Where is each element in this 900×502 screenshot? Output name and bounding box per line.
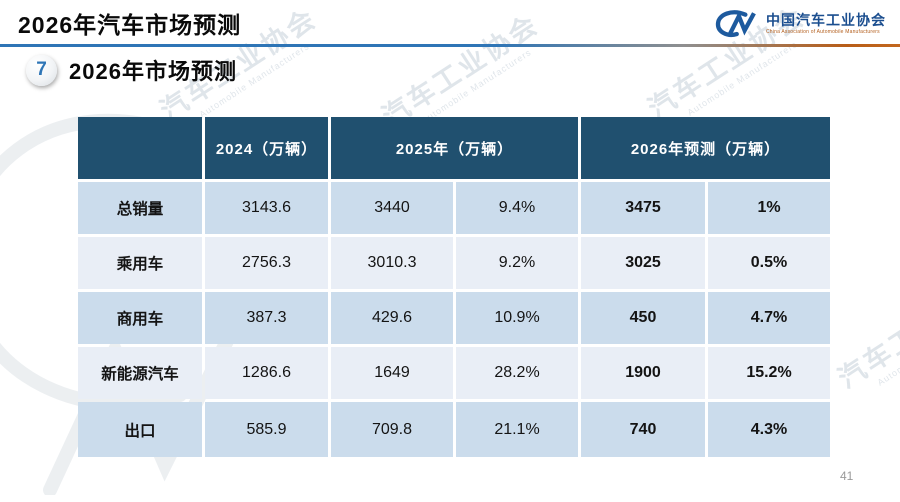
- header-corner-cell: [78, 117, 202, 179]
- growth-2025: 9.4%: [456, 182, 578, 234]
- value-2025: 709.8: [331, 402, 453, 457]
- header-2026: 2026年预测（万辆）: [581, 117, 830, 179]
- value-2026: 3475: [581, 182, 705, 234]
- value-2024: 585.9: [205, 402, 328, 457]
- section-number-badge: 7: [26, 54, 57, 86]
- row-label: 新能源汽车: [78, 347, 202, 399]
- cm-logo-icon: [715, 10, 756, 37]
- value-2025: 3010.3: [331, 237, 453, 289]
- row-label: 总销量: [78, 182, 202, 234]
- row-label: 乘用车: [78, 237, 202, 289]
- value-2026: 740: [581, 402, 705, 457]
- value-2024: 2756.3: [205, 237, 328, 289]
- watermark-text: 汽车工业协会 Automobile Manufacturers: [832, 270, 900, 395]
- value-2024: 3143.6: [205, 182, 328, 234]
- growth-2026: 15.2%: [708, 347, 830, 399]
- value-2025: 3440: [331, 182, 453, 234]
- page-number: 41: [840, 469, 854, 483]
- value-2024: 1286.6: [205, 347, 328, 399]
- page-title: 2026年汽车市场预测: [18, 12, 242, 38]
- growth-2026: 4.3%: [708, 402, 830, 457]
- header-divider: [0, 44, 900, 47]
- growth-2025: 21.1%: [456, 402, 578, 457]
- header-2025: 2025年（万辆）: [331, 117, 578, 179]
- value-2026: 1900: [581, 347, 705, 399]
- growth-2025: 10.9%: [456, 292, 578, 344]
- value-2026: 450: [581, 292, 705, 344]
- header-2024: 2024（万辆）: [205, 117, 328, 179]
- growth-2026: 1%: [708, 182, 830, 234]
- growth-2026: 0.5%: [708, 237, 830, 289]
- org-logo: 中国汽车工业协会 China Association of Automobile…: [713, 9, 886, 39]
- value-2026: 3025: [581, 237, 705, 289]
- row-label: 出口: [78, 402, 202, 457]
- org-name-en: China Association of Automobile Manufact…: [766, 28, 880, 35]
- org-name-cn: 中国汽车工业协会: [766, 11, 886, 28]
- growth-2025: 9.2%: [456, 237, 578, 289]
- forecast-table: 2024（万辆） 2025年（万辆） 2026年预测（万辆） 总销量 3143.…: [78, 117, 830, 457]
- growth-2025: 28.2%: [456, 347, 578, 399]
- value-2025: 429.6: [331, 292, 453, 344]
- value-2024: 387.3: [205, 292, 328, 344]
- value-2025: 1649: [331, 347, 453, 399]
- row-label: 商用车: [78, 292, 202, 344]
- growth-2026: 4.7%: [708, 292, 830, 344]
- section-title: 2026年市场预测: [69, 59, 237, 84]
- section-heading: 7 2026年市场预测: [26, 54, 237, 86]
